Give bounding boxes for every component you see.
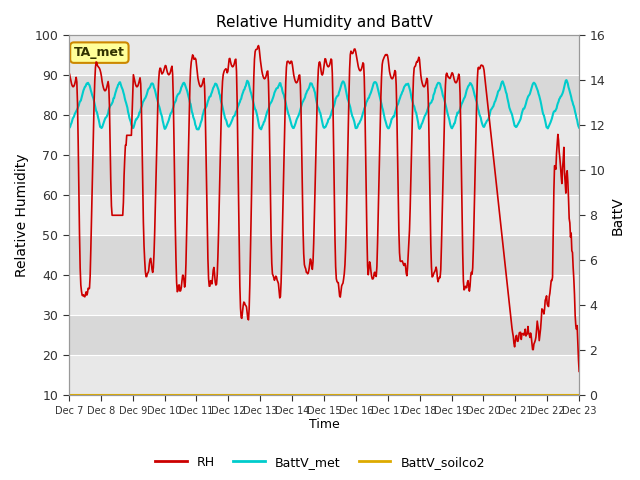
Bar bbox=[69, 75, 579, 115]
Y-axis label: BattV: BattV bbox=[611, 196, 625, 235]
X-axis label: Time: Time bbox=[308, 419, 339, 432]
Bar bbox=[69, 115, 579, 156]
Bar bbox=[69, 156, 579, 195]
Bar bbox=[69, 235, 579, 275]
Text: TA_met: TA_met bbox=[74, 46, 125, 59]
Legend: RH, BattV_met, BattV_soilco2: RH, BattV_met, BattV_soilco2 bbox=[150, 451, 490, 474]
Y-axis label: Relative Humidity: Relative Humidity bbox=[15, 154, 29, 277]
Bar bbox=[69, 355, 579, 395]
Bar bbox=[69, 195, 579, 235]
Bar bbox=[69, 36, 579, 75]
Title: Relative Humidity and BattV: Relative Humidity and BattV bbox=[216, 15, 433, 30]
Bar bbox=[69, 315, 579, 355]
Bar bbox=[69, 275, 579, 315]
